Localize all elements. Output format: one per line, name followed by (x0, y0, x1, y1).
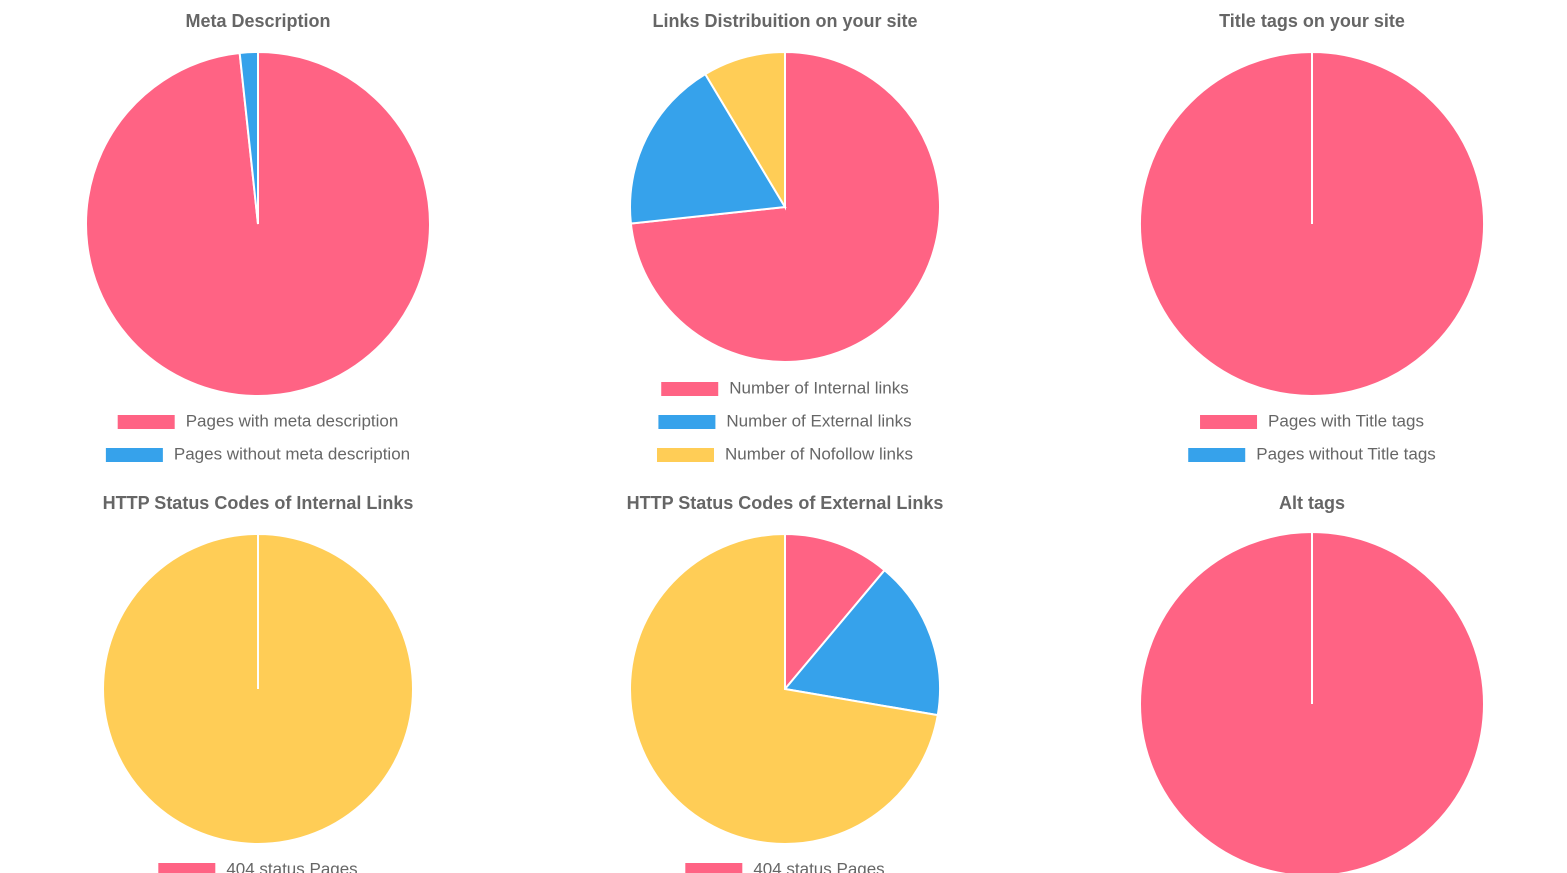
pie-slice (238, 50, 259, 225)
chart-title: Links Distribuition on your site (652, 11, 917, 31)
legend-label: Number of Nofollow links (725, 444, 913, 463)
pie-slice (629, 72, 787, 225)
pie-slice (783, 568, 941, 717)
legend-label: Pages with meta description (186, 411, 399, 430)
chart-title: Meta Description (185, 11, 330, 31)
legend-item: Pages without Title tags (1188, 444, 1436, 463)
legend-swatch (1188, 448, 1246, 462)
legend-swatch (661, 382, 719, 396)
legend-label: Number of External links (726, 411, 911, 430)
legend-swatch (656, 448, 714, 462)
legend-item: 404 status Pages (685, 859, 885, 873)
legend-label: Pages with Title tags (1268, 411, 1424, 430)
legend-swatch (117, 415, 175, 429)
pie-slice (784, 532, 886, 692)
legend-label: Pages without Title tags (1256, 444, 1436, 463)
legend-swatch (685, 863, 743, 873)
legend-item: Pages with meta description (117, 411, 399, 430)
legend-item: Pages with Title tags (1200, 411, 1424, 430)
legend-item: Number of Internal links (661, 378, 909, 397)
pie-slice (703, 50, 786, 211)
chart-title: HTTP Status Codes of Internal Links (103, 493, 414, 513)
legend-swatch (105, 448, 163, 462)
chart-title: Title tags on your site (1219, 11, 1405, 31)
legend-swatch (1200, 415, 1258, 429)
legend-swatch (658, 415, 716, 429)
legend-item: Number of Nofollow links (656, 444, 913, 463)
legend-label: 404 status Pages (226, 859, 357, 873)
chart-title: HTTP Status Codes of External Links (627, 493, 944, 513)
legend-item: 404 status Pages (158, 859, 358, 873)
legend-label: 404 status Pages (753, 859, 884, 873)
legend-label: Pages without meta description (174, 444, 410, 463)
chart-title: Alt tags (1279, 493, 1345, 513)
legend-item: Number of External links (658, 411, 912, 430)
legend-item: Pages without meta description (105, 444, 410, 463)
legend-swatch (158, 863, 216, 873)
pie-slice (102, 532, 414, 846)
pie-slice (1139, 530, 1485, 873)
pie-slice (629, 532, 939, 845)
legend-label: Number of Internal links (729, 378, 909, 397)
